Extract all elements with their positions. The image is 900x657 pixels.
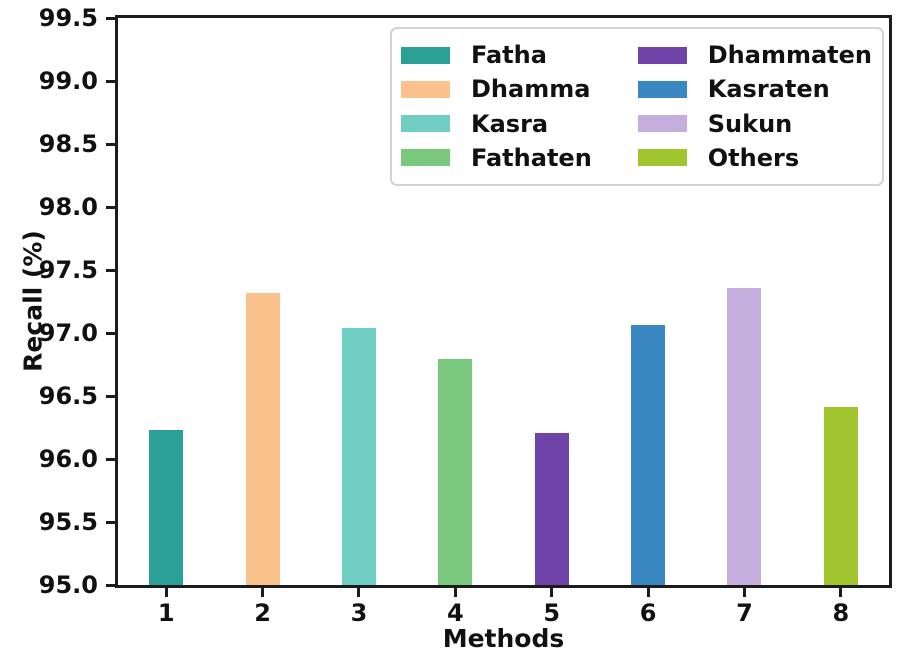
legend-item-others: Others bbox=[637, 143, 872, 172]
legend-label: Dhamma bbox=[471, 75, 591, 104]
y-tick-mark bbox=[106, 520, 115, 524]
x-tick-mark bbox=[357, 588, 361, 597]
x-tick-label: 5 bbox=[543, 599, 561, 627]
bar-dhamma bbox=[245, 292, 280, 585]
bar-dhammaten bbox=[534, 432, 569, 585]
x-tick-mark bbox=[453, 588, 457, 597]
bar-fathaten bbox=[438, 359, 473, 585]
x-tick-mark bbox=[261, 588, 265, 597]
bar-others bbox=[823, 407, 858, 585]
legend-swatch-icon bbox=[637, 115, 687, 133]
legend-swatch-icon bbox=[637, 149, 687, 167]
legend-label: Others bbox=[707, 143, 800, 172]
x-axis-label: Methods bbox=[442, 624, 565, 653]
y-tick-label: 99.0 bbox=[38, 67, 98, 95]
legend-label: Fathaten bbox=[471, 143, 592, 172]
legend-item-sukun: Sukun bbox=[637, 109, 872, 138]
x-tick-label: 4 bbox=[446, 599, 464, 627]
x-tick-label: 7 bbox=[736, 599, 753, 627]
x-tick-mark bbox=[646, 588, 650, 597]
y-axis-label: Recall (%) bbox=[18, 230, 48, 372]
legend-item-fathaten: Fathaten bbox=[401, 146, 638, 170]
legend-label: Fatha bbox=[471, 41, 547, 70]
legend-swatch-icon bbox=[401, 115, 450, 133]
x-tick-label: 2 bbox=[254, 599, 271, 627]
legend-label: Sukun bbox=[707, 109, 793, 138]
y-tick-label: 95.0 bbox=[38, 571, 98, 599]
y-tick-label: 95.5 bbox=[38, 508, 98, 536]
x-tick-label: 8 bbox=[832, 599, 850, 627]
y-tick-mark bbox=[106, 457, 115, 461]
legend-label: Dhammaten bbox=[707, 41, 872, 70]
y-tick-label: 98.5 bbox=[38, 130, 98, 158]
y-tick-label: 98.0 bbox=[38, 193, 98, 221]
legend-label: Kasra bbox=[471, 109, 549, 138]
x-tick-label: 1 bbox=[157, 599, 175, 627]
y-tick-label: 96.0 bbox=[38, 445, 98, 473]
bar-sukun bbox=[727, 287, 762, 585]
legend-swatch-icon bbox=[637, 80, 687, 98]
y-tick-label: 97.5 bbox=[38, 256, 98, 284]
legend-swatch-icon bbox=[401, 149, 450, 167]
y-tick-label: 96.5 bbox=[38, 382, 98, 410]
legend-item-dhamma: Dhamma bbox=[401, 77, 638, 101]
bar-kasraten bbox=[631, 325, 666, 585]
legend-item-kasraten: Kasraten bbox=[637, 75, 872, 104]
y-tick-mark bbox=[106, 79, 115, 83]
y-tick-mark bbox=[106, 16, 115, 20]
legend-swatch-icon bbox=[401, 46, 450, 64]
legend: Fatha Dhamma Kasra Fathaten Dhammaten Kasrat… bbox=[390, 27, 884, 186]
legend-item-kasra: Kasra bbox=[401, 112, 638, 136]
y-tick-mark bbox=[106, 394, 115, 398]
y-tick-label: 99.5 bbox=[38, 4, 98, 32]
y-tick-mark bbox=[106, 268, 115, 272]
y-tick-label: 97.0 bbox=[38, 319, 98, 347]
legend-column-2: Dhammaten Kasraten Sukun Others bbox=[637, 38, 872, 175]
legend-item-dhammaten: Dhammaten bbox=[637, 41, 872, 70]
x-tick-mark bbox=[742, 588, 746, 597]
y-tick-mark bbox=[106, 331, 115, 335]
x-tick-label: 6 bbox=[639, 599, 657, 627]
legend-swatch-icon bbox=[401, 80, 450, 98]
bars-container bbox=[118, 18, 889, 585]
x-tick-label: 3 bbox=[350, 599, 368, 627]
bar-fatha bbox=[149, 430, 184, 585]
legend-label: Kasraten bbox=[707, 75, 830, 104]
x-tick-mark bbox=[164, 588, 168, 597]
y-tick-mark bbox=[106, 205, 115, 209]
x-tick-mark bbox=[550, 588, 554, 597]
legend-column-1: Fatha Dhamma Kasra Fathaten bbox=[401, 38, 638, 175]
legend-item-fatha: Fatha bbox=[401, 43, 638, 67]
legend-swatch-icon bbox=[637, 46, 687, 64]
y-tick-mark bbox=[106, 583, 115, 587]
bar-kasra bbox=[341, 327, 376, 585]
x-tick-mark bbox=[839, 588, 843, 597]
y-tick-mark bbox=[106, 142, 115, 146]
